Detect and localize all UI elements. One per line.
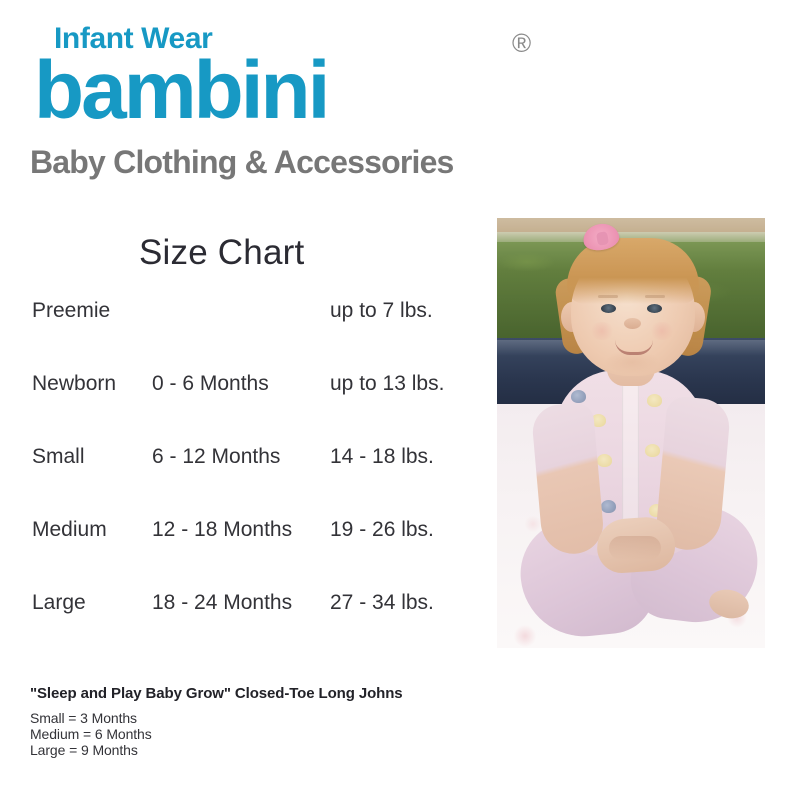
footnote-line: Large = 9 Months [30, 742, 138, 758]
product-photo [497, 218, 765, 648]
table-row: Medium 12 - 18 Months 19 - 26 lbs. [0, 519, 490, 592]
cell-size: Large [32, 591, 86, 614]
footnote-line: Small = 3 Months [30, 710, 137, 726]
cell-age: 18 - 24 Months [152, 591, 293, 614]
cell-age: 6 - 12 Months [152, 445, 281, 468]
garment-motif [591, 414, 606, 427]
table-row: Newborn 0 - 6 Months up to 13 lbs. [0, 373, 490, 446]
baby-hands-shadow [609, 536, 661, 560]
cell-weight: 19 - 26 lbs. [330, 518, 434, 541]
cell-weight: 14 - 18 lbs. [330, 445, 434, 468]
page-title: Size Chart [139, 233, 305, 272]
baby-cheek-right [649, 322, 675, 340]
garment-motif [597, 454, 612, 467]
baby-nose [624, 318, 641, 329]
footnote-line: Medium = 6 Months [30, 726, 152, 742]
baby-brow-left [598, 295, 618, 298]
cell-age: 12 - 18 Months [152, 518, 293, 541]
brand-logo: Infant Wear bambini ® Baby Clothing & Ac… [30, 22, 574, 194]
footnote: "Sleep and Play Baby Grow" Closed-Toe Lo… [30, 686, 470, 758]
cell-size: Medium [32, 518, 107, 541]
brand-kicker: Infant Wear [54, 22, 213, 55]
cell-weight: 27 - 34 lbs. [330, 591, 434, 614]
brand-tagline: Baby Clothing & Accessories [30, 144, 454, 180]
garment-motif [571, 390, 586, 403]
size-chart-table: Preemie up to 7 lbs. Newborn 0 - 6 Month… [0, 300, 490, 665]
garment-motif [647, 394, 662, 407]
baby-brow-right [645, 295, 665, 298]
baby-eye-right [647, 304, 662, 313]
garment-motif [645, 444, 660, 457]
baby-mouth [615, 340, 653, 355]
cell-weight: up to 13 lbs. [330, 372, 445, 395]
cell-weight: up to 7 lbs. [330, 299, 433, 322]
cell-age: 0 - 6 Months [152, 372, 269, 395]
brand-wordmark: bambini [34, 45, 330, 136]
baby-eye-left [601, 304, 616, 313]
cell-size: Small [32, 445, 85, 468]
registered-trademark-icon: ® [512, 28, 532, 58]
sleeper-button-placket [622, 378, 639, 554]
baby-cheek-left [589, 322, 615, 340]
table-row: Preemie up to 7 lbs. [0, 300, 490, 373]
cell-size: Newborn [32, 372, 117, 395]
garment-motif [601, 500, 616, 513]
cell-size: Preemie [32, 299, 111, 322]
table-row: Large 18 - 24 Months 27 - 34 lbs. [0, 592, 490, 665]
footnote-title: "Sleep and Play Baby Grow" Closed-Toe Lo… [30, 685, 403, 702]
hair-bow-knot-icon [595, 231, 610, 246]
table-row: Small 6 - 12 Months 14 - 18 lbs. [0, 446, 490, 519]
photo-grass-edge [497, 232, 765, 242]
